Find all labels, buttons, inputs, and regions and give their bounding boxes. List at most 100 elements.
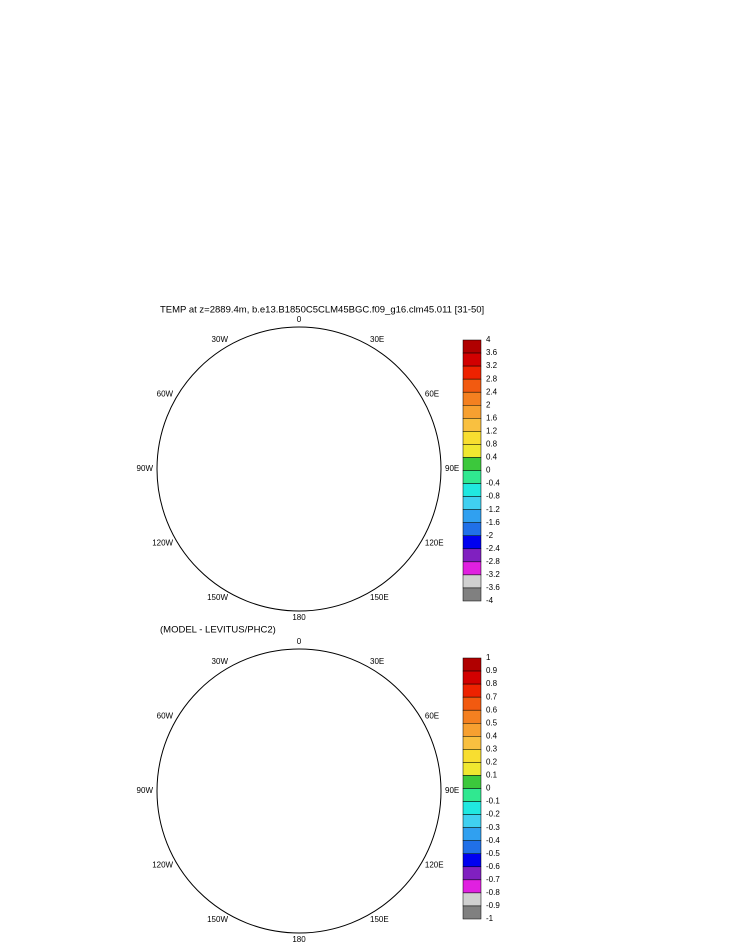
colorbar-label: -0.4 xyxy=(486,836,500,845)
colorbar-box xyxy=(462,788,482,802)
colorbar-box xyxy=(462,709,482,724)
colorbar-box xyxy=(462,762,482,776)
colorbar-box xyxy=(462,670,482,685)
colorbar-box xyxy=(462,365,482,380)
colorbar-label: 0.6 xyxy=(486,705,498,714)
longitude-label: 90E xyxy=(445,786,459,795)
longitude-label: 0 xyxy=(297,637,302,646)
colorbar-label: -3.2 xyxy=(486,570,500,579)
colorbar-label: 0.2 xyxy=(486,758,498,767)
map-border xyxy=(156,648,442,934)
longitude-label: 60E xyxy=(425,390,439,399)
longitude-label: 150W xyxy=(207,915,228,924)
longitude-label: 180 xyxy=(292,613,306,622)
colorbar-box xyxy=(462,736,482,750)
colorbar-label: 0 xyxy=(486,784,491,793)
colorbar-label: -0.2 xyxy=(486,810,500,819)
colorbar-box xyxy=(462,561,482,576)
colorbar-label: 0.4 xyxy=(486,731,498,740)
colorbar-box xyxy=(462,587,482,602)
colorbar-label: 0.1 xyxy=(486,771,498,780)
colorbar-box xyxy=(462,840,482,855)
colorbar-box xyxy=(462,548,482,563)
colorbar-box xyxy=(462,444,482,458)
colorbar-box xyxy=(462,470,482,484)
map-title: TEMP at z=2889.4m, b.e13.B1850C5CLM45BGC… xyxy=(160,305,484,316)
colorbar-label: -0.8 xyxy=(486,492,500,501)
colorbar-box xyxy=(462,775,482,789)
colorbar-label: -0.8 xyxy=(486,888,500,897)
map-panel: TEMP at z=2889.4m, b.e13.B1850C5CLM45BGC… xyxy=(137,305,501,623)
map-border xyxy=(156,326,442,612)
colorbar-label: 2.8 xyxy=(486,374,498,383)
map-panel: (MODEL - LEVITUS/PHC2) 0 30E 60E 90E 120E 150E… xyxy=(137,625,501,945)
colorbar-label: -3.6 xyxy=(486,583,500,592)
colorbar-box xyxy=(462,509,482,523)
colorbar-box xyxy=(462,522,482,537)
longitude-label: 180 xyxy=(292,935,306,944)
colorbar-label: 2 xyxy=(486,400,491,409)
longitude-label: 120E xyxy=(425,539,444,548)
longitude-label: 120W xyxy=(152,539,173,548)
longitude-label: 60E xyxy=(425,712,439,721)
colorbar-box xyxy=(462,801,482,815)
colorbar-label: 0.8 xyxy=(486,679,498,688)
colorbar-box xyxy=(462,892,482,907)
colorbar-box xyxy=(462,905,482,920)
colorbar-box xyxy=(462,696,482,711)
colorbar-box xyxy=(462,814,482,828)
colorbar-label: -0.9 xyxy=(486,901,500,910)
colorbar-label: -1.2 xyxy=(486,505,500,514)
colorbar-label: -4 xyxy=(486,596,494,605)
longitude-label: 120W xyxy=(152,861,173,870)
longitude-label: 30W xyxy=(212,335,229,344)
colorbar-label: -1.6 xyxy=(486,518,500,527)
colorbar-label: 2.4 xyxy=(486,387,498,396)
colorbar-label: 3.2 xyxy=(486,361,498,370)
longitude-label: 150E xyxy=(370,593,389,602)
colorbar-label: -0.5 xyxy=(486,849,500,858)
colorbar-label: -0.6 xyxy=(486,862,500,871)
longitude-label: 150E xyxy=(370,915,389,924)
colorbar-label: -0.3 xyxy=(486,823,500,832)
longitude-label: 30E xyxy=(370,657,384,666)
colorbar-box xyxy=(462,866,482,881)
colorbar-label: -2 xyxy=(486,531,494,540)
colorbar-box xyxy=(462,457,482,471)
longitude-label: 90W xyxy=(137,464,154,473)
colorbar-box xyxy=(462,574,482,589)
colorbar-label: 1.6 xyxy=(486,413,498,422)
colorbar-box xyxy=(462,431,482,445)
longitude-label: 0 xyxy=(297,315,302,324)
colorbar-label: -0.7 xyxy=(486,875,500,884)
colorbar-label: 0.3 xyxy=(486,744,498,753)
colorbar-box xyxy=(462,749,482,763)
longitude-label: 150W xyxy=(207,593,228,602)
colorbar-label: 0.5 xyxy=(486,718,498,727)
colorbar-label: -2.8 xyxy=(486,557,500,566)
longitude-label: 90W xyxy=(137,786,154,795)
colorbar-label: 1 xyxy=(486,653,491,662)
colorbar-box xyxy=(462,879,482,894)
colorbar-box xyxy=(462,853,482,868)
map-title: (MODEL - LEVITUS/PHC2) xyxy=(160,625,276,636)
colorbar-box xyxy=(462,723,482,737)
colorbar-label: 0.7 xyxy=(486,692,498,701)
colorbar-box xyxy=(462,339,482,354)
colorbar-box xyxy=(462,683,482,698)
colorbar-box xyxy=(462,418,482,432)
colorbar-label: 0 xyxy=(486,466,491,475)
colorbar-label: 1.2 xyxy=(486,426,498,435)
longitude-label: 30W xyxy=(212,657,229,666)
longitude-label: 120E xyxy=(425,861,444,870)
longitude-label: 60W xyxy=(157,390,174,399)
colorbar-box xyxy=(462,483,482,497)
colorbar-box xyxy=(462,657,482,672)
colorbar-label: -0.4 xyxy=(486,479,500,488)
colorbar-box xyxy=(462,391,482,406)
colorbar-box xyxy=(462,827,482,841)
colorbar-box xyxy=(462,496,482,510)
colorbar-label: 3.6 xyxy=(486,348,498,357)
